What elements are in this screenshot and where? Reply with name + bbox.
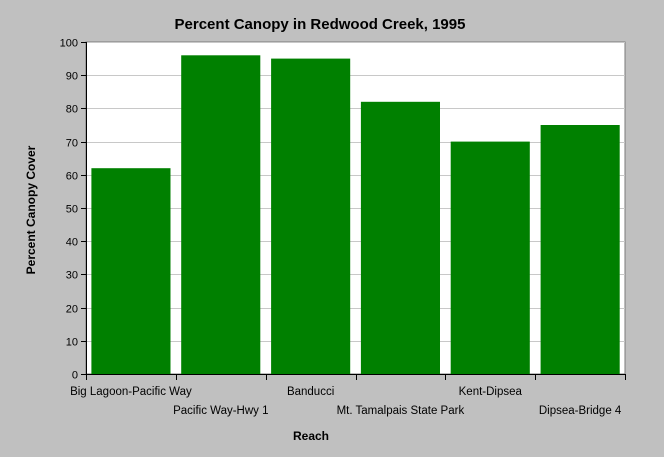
bar xyxy=(91,168,171,374)
bar xyxy=(450,141,530,374)
y-axis-label: Percent Canopy Cover xyxy=(24,145,38,274)
bar xyxy=(181,55,261,375)
y-tick-label: 80 xyxy=(66,104,78,116)
y-tick-label: 50 xyxy=(66,204,78,216)
y-tick-label: 0 xyxy=(72,370,78,382)
bar xyxy=(360,101,440,375)
bar xyxy=(540,125,620,374)
x-category-label: Big Lagoon-Pacific Way xyxy=(70,386,192,398)
x-category-label: Dipsea-Bridge 4 xyxy=(539,405,622,417)
y-tick-label: 30 xyxy=(66,270,78,282)
bar xyxy=(271,58,351,374)
x-axis-label: Reach xyxy=(293,429,329,443)
y-tick-label: 10 xyxy=(66,337,78,349)
x-category-label: Mt. Tamalpais State Park xyxy=(337,405,465,417)
bars xyxy=(91,55,620,375)
chart-title: Percent Canopy in Redwood Creek, 1995 xyxy=(175,16,466,33)
y-tick-label: 70 xyxy=(66,138,78,150)
x-category-label: Banducci xyxy=(287,386,334,398)
grid-lines xyxy=(86,42,625,342)
x-category-label: Pacific Way-Hwy 1 xyxy=(173,405,268,417)
y-tick-label: 60 xyxy=(66,171,78,183)
x-axis: Big Lagoon-Pacific Way Pacific Way-Hwy 1 B… xyxy=(70,374,626,417)
y-axis: 0 10 20 30 40 50 60 70 80 90 100 xyxy=(60,38,87,382)
y-tick-label: 90 xyxy=(66,71,78,83)
x-category-label: Kent-Dipsea xyxy=(459,386,523,398)
y-tick-label: 100 xyxy=(60,38,78,50)
y-tick-label: 40 xyxy=(66,237,78,249)
y-tick-label: 20 xyxy=(66,304,78,316)
